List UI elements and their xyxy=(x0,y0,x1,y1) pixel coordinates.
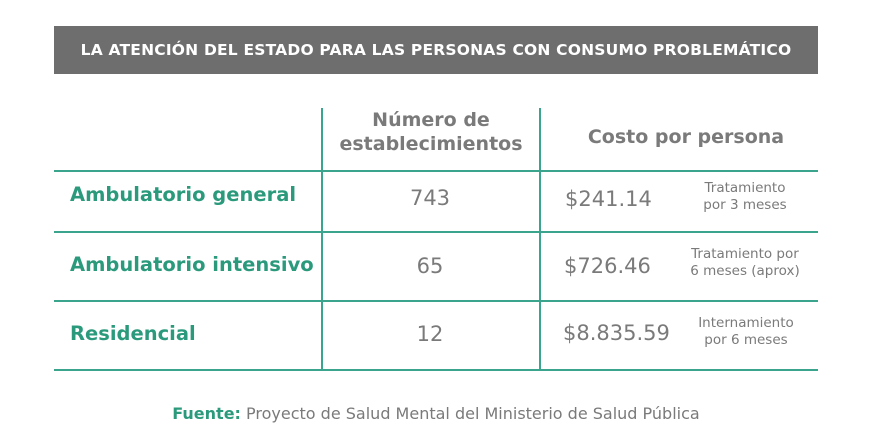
row-label-residencial: Residencial xyxy=(70,322,196,345)
cost-value: $726.46 xyxy=(564,254,651,278)
treatment-note-line2: 6 meses (aprox) xyxy=(690,263,800,279)
header-cost: Costo por persona xyxy=(587,126,785,148)
row-divider xyxy=(54,300,818,302)
header-establishments-line1: Número de xyxy=(372,109,490,131)
establishments-count: 743 xyxy=(409,186,451,210)
source-credit: Fuente: Proyecto de Salud Mental del Min… xyxy=(0,404,872,423)
row-divider xyxy=(54,369,818,371)
source-text: Proyecto de Salud Mental del Ministerio … xyxy=(240,404,700,423)
row-divider xyxy=(54,231,818,233)
treatment-note: Tratamiento por 6 meses (aprox) xyxy=(680,246,810,280)
treatment-note-line2: por 3 meses xyxy=(703,197,787,213)
source-label: Fuente: xyxy=(172,404,241,423)
establishments-count: 12 xyxy=(416,322,444,346)
treatment-note-line1: Internamiento xyxy=(698,315,794,331)
treatment-note-line1: Tratamiento xyxy=(704,180,786,196)
cost-value: $241.14 xyxy=(565,187,652,211)
page-title: LA ATENCIÓN DEL ESTADO PARA LAS PERSONAS… xyxy=(54,26,818,74)
column-divider-2 xyxy=(539,108,541,371)
row-divider xyxy=(54,170,818,172)
treatment-note: Internamiento por 6 meses xyxy=(681,315,811,349)
header-establishments-line2: establecimientos xyxy=(339,133,523,155)
cost-value: $8.835.59 xyxy=(563,321,670,345)
treatment-note: Tratamiento por 3 meses xyxy=(680,180,810,214)
row-label-ambulatorio-intensivo: Ambulatorio intensivo xyxy=(70,253,314,276)
treatment-note-line1: Tratamiento por xyxy=(691,246,799,262)
row-label-ambulatorio-general: Ambulatorio general xyxy=(70,183,297,206)
treatment-note-line2: por 6 meses xyxy=(704,332,788,348)
column-divider-1 xyxy=(321,108,323,371)
establishments-count: 65 xyxy=(416,254,444,278)
header-establishments: Número de establecimientos xyxy=(322,108,540,156)
